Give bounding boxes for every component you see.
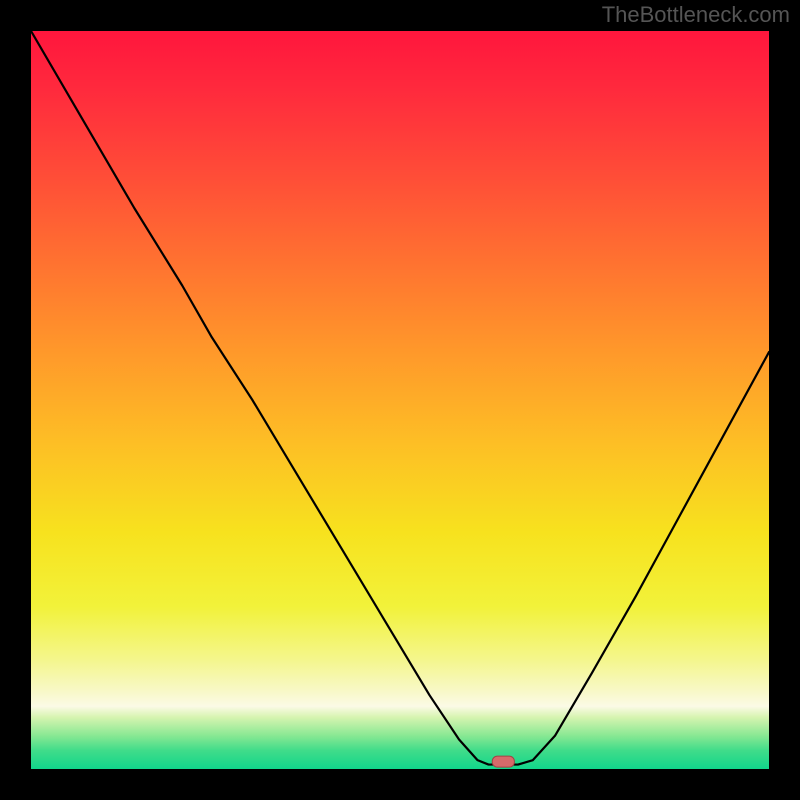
plot-area: [31, 31, 769, 769]
bottleneck-chart: [31, 31, 769, 769]
optimal-marker: [492, 756, 514, 767]
watermark-text: TheBottleneck.com: [602, 2, 790, 28]
gradient-background: [31, 31, 769, 769]
